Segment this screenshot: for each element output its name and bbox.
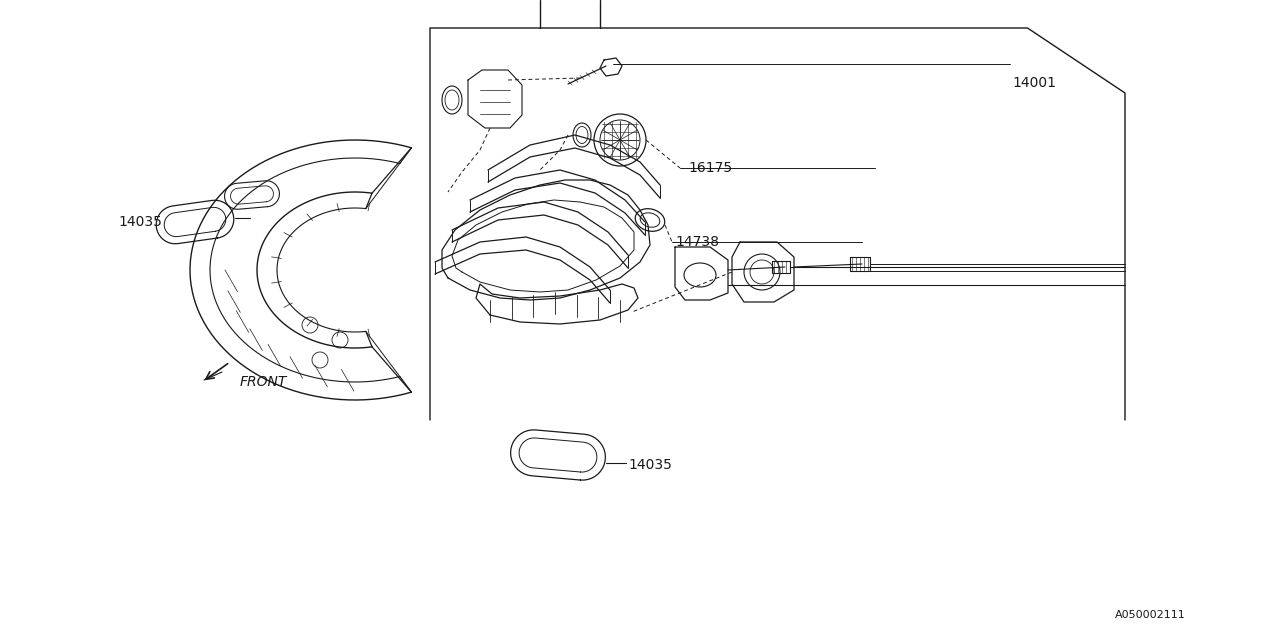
Text: 14035: 14035 xyxy=(118,215,161,229)
Text: 14001: 14001 xyxy=(1012,76,1056,90)
Text: 14035: 14035 xyxy=(628,458,672,472)
Text: FRONT: FRONT xyxy=(241,375,288,389)
Text: 16175: 16175 xyxy=(689,161,732,175)
Text: A050002111: A050002111 xyxy=(1115,610,1185,620)
Text: 14738: 14738 xyxy=(675,235,719,249)
